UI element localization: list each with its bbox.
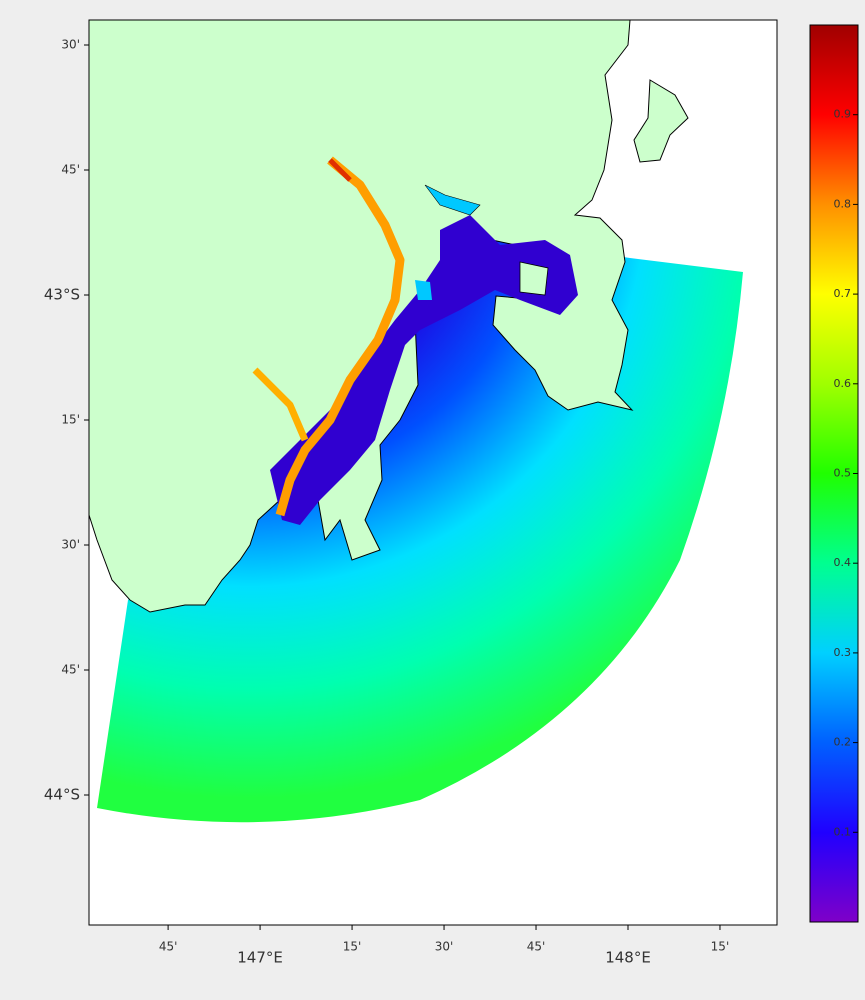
colorbar-tick-label: 0.6 [834, 377, 852, 390]
y-tick-label: 45' [61, 663, 80, 677]
x-tick-label: 148°E [605, 949, 651, 967]
colorbar-tick-label: 0.9 [834, 108, 852, 121]
colorbar-tick-label: 0.1 [834, 825, 852, 838]
y-tick-label: 43°S [44, 286, 80, 304]
island [633, 79, 689, 163]
colorbar-tick-label: 0.8 [834, 197, 852, 210]
land [519, 261, 549, 296]
x-tick-label: 30' [435, 940, 454, 954]
estuary [270, 215, 578, 525]
colorbar-tick-label: 0.7 [834, 287, 852, 300]
river-channel [252, 367, 309, 442]
lagoon [415, 280, 432, 300]
colorbar [809, 24, 859, 923]
x-tick-label: 147°E [237, 949, 283, 967]
y-tick-label: 30' [61, 38, 80, 52]
x-tick-label: 15' [711, 940, 730, 954]
y-tick-label: 15' [61, 413, 80, 427]
river-channel [328, 158, 352, 182]
x-tick-label: 45' [159, 940, 178, 954]
y-tick-label: 30' [61, 538, 80, 552]
y-tick-label: 44°S [44, 786, 80, 804]
colorbar-tick-label: 0.2 [834, 736, 852, 749]
lagoon [424, 184, 481, 216]
y-tick-label: 45' [61, 163, 80, 177]
plot-frame [88, 19, 778, 926]
colorbar-tick-label: 0.3 [834, 646, 852, 659]
colorbar-tick-label: 0.5 [834, 467, 852, 480]
colorbar-tick-label: 0.4 [834, 556, 852, 569]
x-tick-label: 15' [343, 940, 362, 954]
river-channel [275, 156, 405, 517]
map-layer [89, 20, 743, 823]
x-tick-label: 45' [527, 940, 546, 954]
